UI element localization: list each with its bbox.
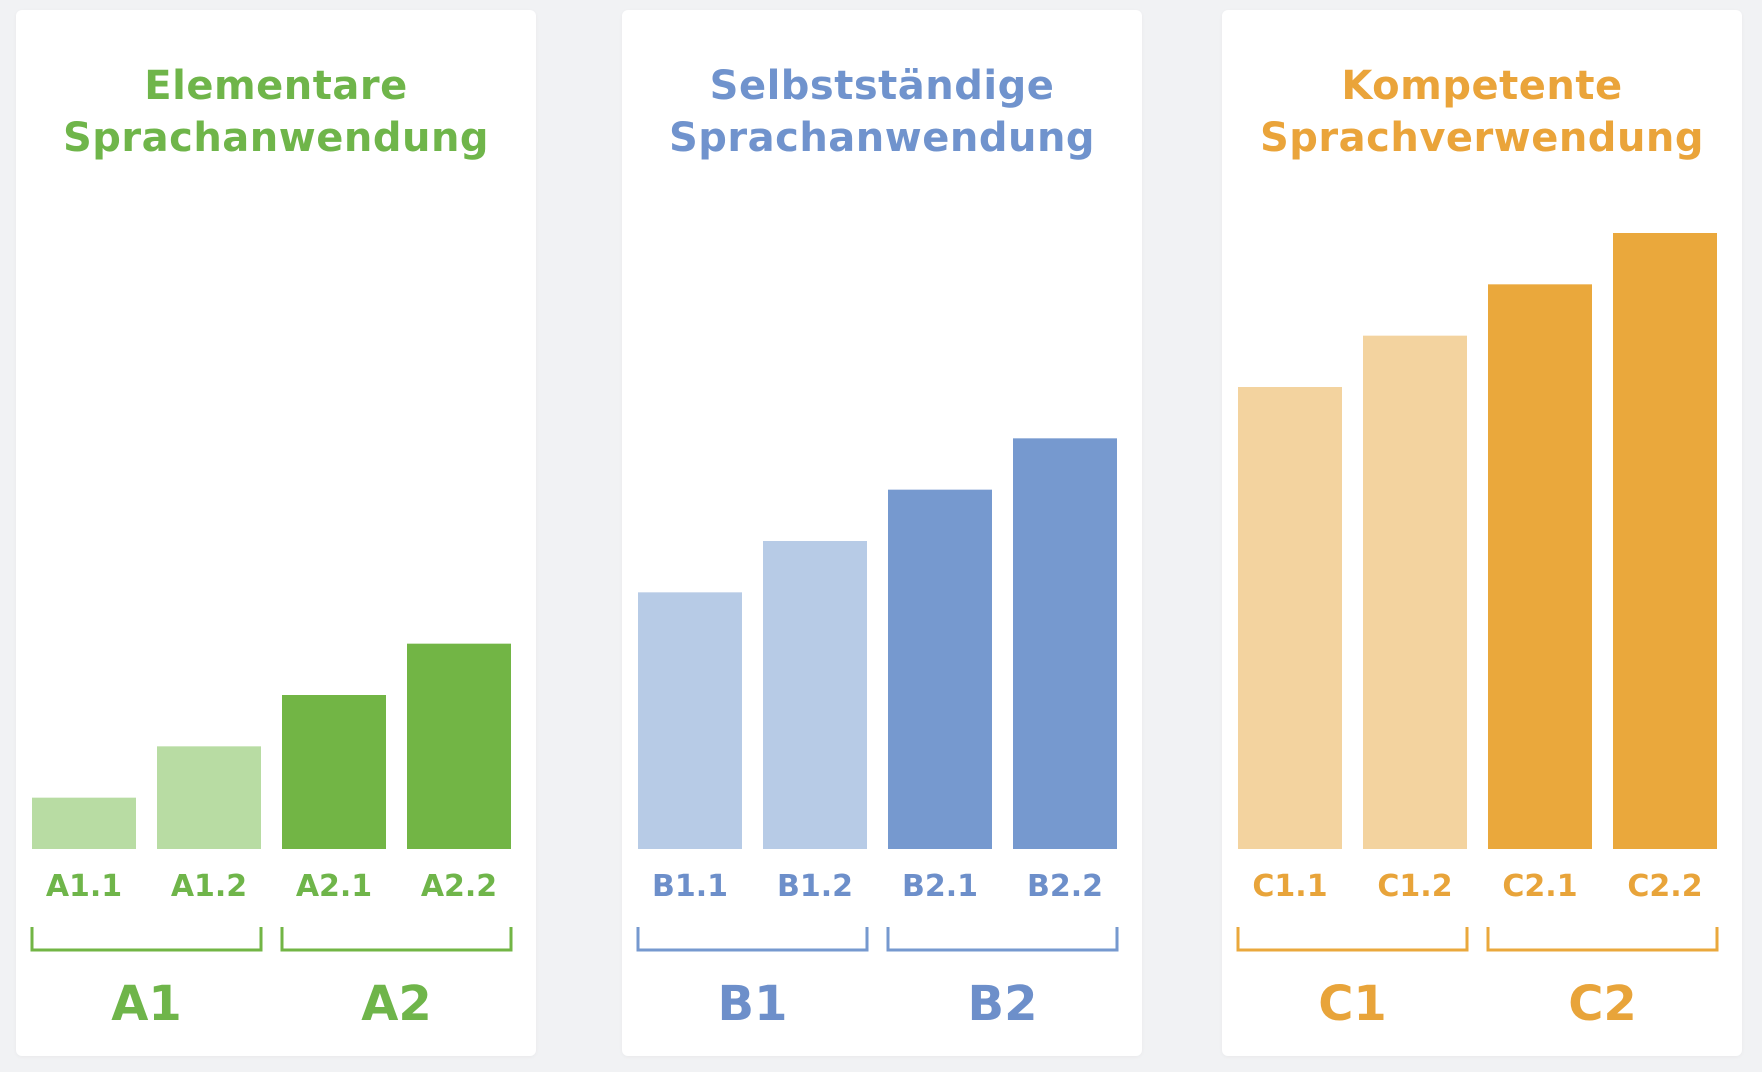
- bar-b2-2: [1013, 438, 1117, 849]
- tick-label: B1.1: [652, 869, 728, 904]
- bar-chart-elementary: A1.1 A1.2 A2.1 A2.2 A1 A2: [30, 643, 513, 1032]
- bar-c1-2: [1363, 335, 1467, 850]
- bar-b1-1: [638, 592, 742, 849]
- bar-b2-1: [888, 489, 992, 849]
- panel-elementary: Elementare Sprachanwendung A1.1 A1.2 A2.1 A…: [16, 10, 536, 1056]
- bar-chart-independent: B1.1 B1.2 B2.1 B2.2 B1 B2: [636, 438, 1119, 1032]
- panel-independent: Selbstständige Sprachanwendung B1.1 B1.2 B…: [622, 10, 1142, 1056]
- tick-label: C1.2: [1377, 869, 1452, 904]
- group-label-b2: B2: [968, 976, 1038, 1032]
- bar-c1-1: [1238, 387, 1342, 849]
- group-label-a2: A2: [361, 976, 432, 1032]
- bar-a1-2: [157, 746, 261, 849]
- tick-label: B2.2: [1027, 869, 1103, 904]
- group-label-b1: B1: [718, 976, 788, 1032]
- group-bracket: [886, 927, 1119, 952]
- panel-title-line-2: Sprachverwendung: [1259, 115, 1705, 161]
- bar-a1-1: [32, 797, 136, 849]
- bar-b1-2: [763, 541, 867, 849]
- group-bracket: [636, 927, 869, 952]
- group-bracket: [280, 927, 513, 952]
- group-bracket: [1486, 927, 1719, 952]
- panel-title-line-1: Elementare: [144, 63, 408, 109]
- tick-label: B1.2: [777, 869, 853, 904]
- bar-a2-2: [407, 643, 511, 849]
- tick-label: C2.2: [1627, 869, 1702, 904]
- panel-title-line-1: Kompetente: [1341, 63, 1623, 109]
- tick-label: A2.1: [296, 869, 372, 904]
- group-label-c1: C1: [1318, 976, 1387, 1032]
- bar-c2-2: [1613, 233, 1717, 849]
- bar-c2-1: [1488, 284, 1592, 849]
- panel-title-line-2: Sprachanwendung: [62, 115, 490, 161]
- panel-title: Elementare Sprachanwendung: [16, 60, 536, 164]
- tick-label: A1.1: [46, 869, 122, 904]
- tick-label: B2.1: [902, 869, 978, 904]
- panel-proficient: Kompetente Sprachverwendung C1.1 C1.2 C2.1…: [1222, 10, 1742, 1056]
- tick-label: A2.2: [421, 869, 497, 904]
- panel-title-line-1: Selbstständige: [709, 63, 1055, 109]
- group-bracket: [1236, 927, 1469, 952]
- panel-title: Selbstständige Sprachanwendung: [622, 60, 1142, 164]
- tick-label: C1.1: [1252, 869, 1327, 904]
- bar-chart-proficient: C1.1 C1.2 C2.1 C2.2 C1 C2: [1236, 233, 1719, 1032]
- tick-label: A1.2: [171, 869, 247, 904]
- bar-a2-1: [282, 695, 386, 849]
- panel-title-line-2: Sprachanwendung: [668, 115, 1096, 161]
- group-label-c2: C2: [1568, 976, 1637, 1032]
- tick-label: C2.1: [1502, 869, 1577, 904]
- group-bracket: [30, 927, 263, 952]
- group-label-a1: A1: [111, 976, 182, 1032]
- panel-title: Kompetente Sprachverwendung: [1222, 60, 1742, 164]
